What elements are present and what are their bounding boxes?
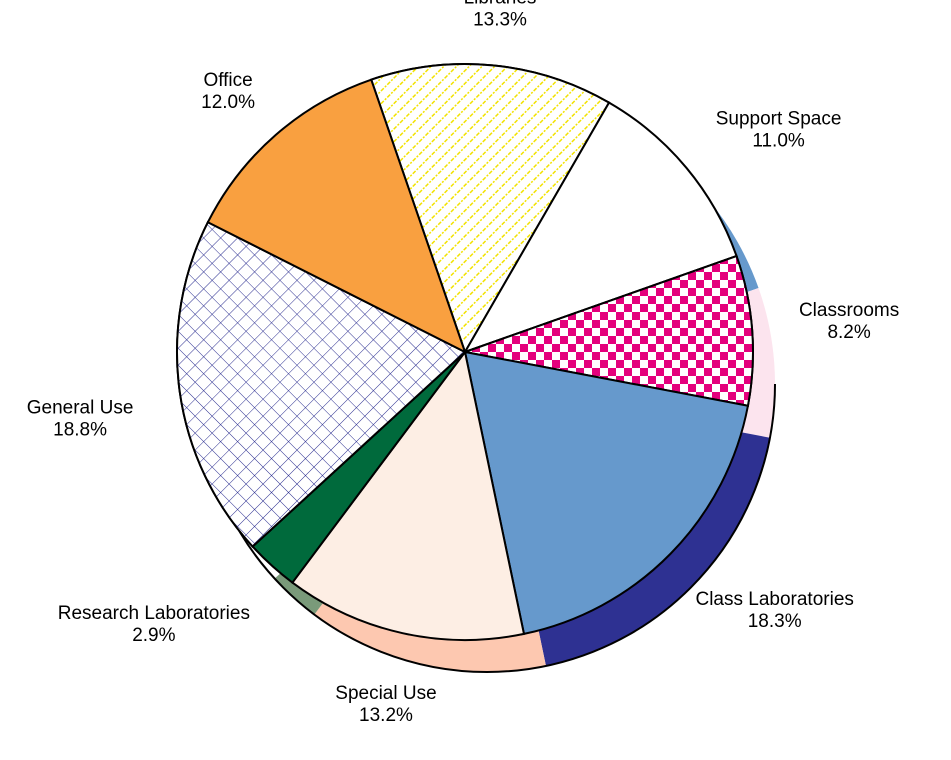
slice-value-label: 11.0% bbox=[752, 131, 805, 152]
slice-pattern bbox=[369, 63, 611, 355]
slice-value-label: 13.2% bbox=[359, 705, 413, 726]
slice-label: Research Laboratories bbox=[58, 603, 250, 624]
slice-label: Libraries bbox=[464, 0, 537, 9]
slice bbox=[462, 101, 738, 354]
slice-label: General Use bbox=[27, 397, 134, 418]
slice-value-label: 18.8% bbox=[53, 419, 107, 440]
slice-value-label: 13.3% bbox=[473, 10, 527, 31]
slice-label: Support Space bbox=[716, 109, 842, 130]
slice-value-label: 12.0% bbox=[201, 92, 255, 113]
slice-label: Special Use bbox=[335, 683, 436, 704]
slice-value-label: 8.2% bbox=[827, 322, 870, 343]
slice-label: Office bbox=[203, 70, 252, 91]
slice-pattern bbox=[461, 254, 754, 407]
slice-pattern bbox=[176, 220, 467, 548]
slice bbox=[206, 78, 467, 355]
pie bbox=[176, 63, 754, 641]
slice-value-label: 2.9% bbox=[132, 625, 175, 646]
slice-label: Classrooms bbox=[799, 300, 899, 321]
slice-label: Class Laboratories bbox=[695, 589, 853, 610]
slice-value-label: 18.3% bbox=[748, 611, 802, 632]
slice bbox=[290, 349, 526, 641]
slice bbox=[463, 350, 750, 636]
